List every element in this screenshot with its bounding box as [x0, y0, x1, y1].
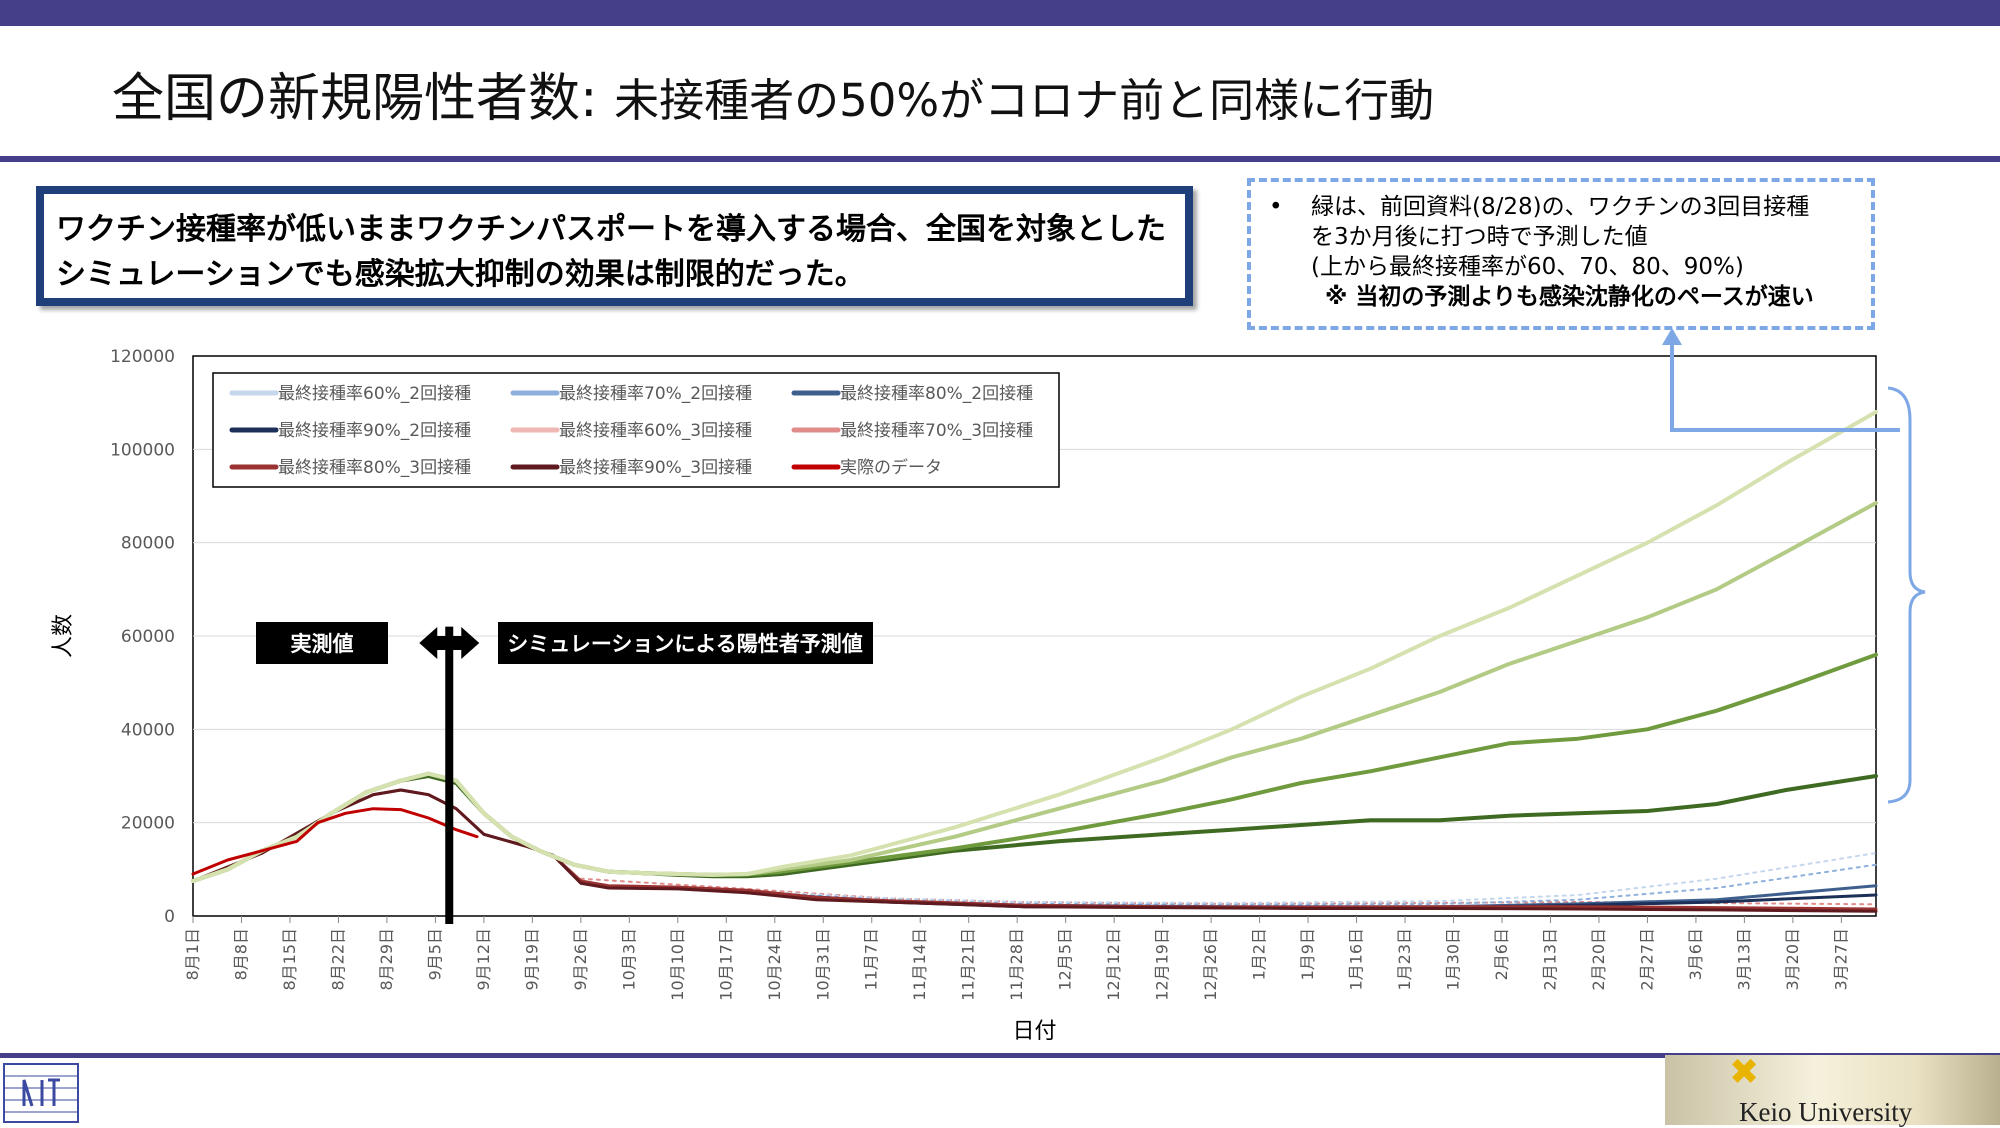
page-title-main: 全国の新規陽性者数:	[112, 69, 615, 129]
arrow-up-icon	[1662, 328, 1682, 345]
x-tick-label: 2月20日	[1589, 928, 1608, 991]
legend-label: 最終接種率90%_2回接種	[278, 421, 471, 441]
simulated-label-box	[498, 622, 873, 664]
x-tick-label: 10月31日	[813, 928, 832, 1001]
y-axis-label: 人数	[51, 614, 76, 658]
y-tick-label: 100000	[110, 440, 175, 460]
brace-shape	[1887, 386, 1926, 804]
x-tick-label: 3月27日	[1831, 928, 1850, 991]
summary-callout-text: ワクチン接種率が低いままワクチンパスポートを導入する場合、全国を対象としたシミュ…	[56, 212, 1166, 292]
x-tick-label: 1月30日	[1444, 928, 1463, 991]
x-tick-label: 10月3日	[619, 928, 638, 991]
x-tick-label: 11月21日	[959, 928, 978, 1001]
series-line	[191, 788, 1878, 913]
series-line	[746, 852, 1877, 904]
measured-label: 実測値	[291, 632, 354, 656]
x-tick-label: 11月7日	[862, 928, 881, 991]
y-tick-label: 80000	[121, 534, 175, 554]
simulated-label: シミュレーションによる陽性者予測値	[507, 632, 863, 656]
x-axis-label: 日付	[1012, 1019, 1056, 1044]
x-tick-label: 8月1日	[183, 928, 202, 980]
y-tick-label: 0	[164, 907, 175, 927]
pen-emblem-icon: ✖	[1729, 1052, 1760, 1093]
line-chart: 0 20000 40000 60000 80000 100000 120000 8月1日 8月8…	[51, 328, 1926, 1044]
x-tick-label: 8月15日	[280, 928, 299, 991]
x-tick-label: 3月6日	[1686, 928, 1705, 980]
x-tick-label: 9月19日	[522, 928, 541, 991]
y-tick-label: 60000	[121, 627, 175, 647]
x-tick-label: 8月29日	[377, 928, 396, 991]
legend-label: 最終接種率70%_3回接種	[840, 421, 1033, 441]
summary-callout: ワクチン接種率が低いままワクチンパスポートを導入する場合、全国を対象としたシミュ…	[36, 186, 1193, 306]
legend-label: 最終接種率90%_3回接種	[559, 458, 752, 478]
series-line	[191, 807, 479, 876]
x-tick-label: 2月27日	[1637, 928, 1656, 991]
footer-divider	[0, 1053, 2000, 1058]
lab-logo	[2, 1062, 80, 1124]
university-logo: ✖ Keio University	[1665, 1052, 2000, 1127]
note-line-2: を3か月後に打つ時で予測した値	[1311, 224, 1648, 250]
note-line-4: ※ 当初の予測よりも感染沈静化のペースが速い	[1325, 284, 1814, 310]
bullet-icon: •	[1269, 194, 1283, 220]
x-tick-label: 12月5日	[1056, 928, 1075, 991]
page-title-sub: 未接種者の50%がコロナ前と同様に行動	[614, 74, 1435, 127]
page-title: 全国の新規陽性者数: 未接種者の50%がコロナ前と同様に行動	[112, 56, 1434, 131]
legend-label: 最終接種率60%_3回接種	[559, 421, 752, 441]
series-line	[191, 410, 1878, 883]
x-tick-label: 2月13日	[1540, 928, 1559, 991]
note-row: • 緑は、前回資料(8/28)の、ワクチンの3回目接種	[1269, 192, 1859, 222]
x-tick-label: 3月13日	[1734, 928, 1753, 991]
x-tick-label: 1月2日	[1250, 928, 1269, 980]
legend-label: 最終接種率80%_2回接種	[840, 384, 1033, 404]
x-tick-label: 1月9日	[1298, 928, 1317, 980]
top-brand-bar	[0, 0, 2000, 26]
university-name: Keio University	[1739, 1097, 1913, 1127]
x-tick-label: 10月10日	[668, 928, 687, 1001]
x-tick-label: 1月16日	[1347, 928, 1366, 991]
x-tick-label: 9月26日	[571, 928, 590, 991]
legend-box	[212, 372, 1060, 488]
note-box: • 緑は、前回資料(8/28)の、ワクチンの3回目接種 を3か月後に打つ時で予測…	[1247, 178, 1875, 330]
measured-label-box	[256, 622, 388, 664]
x-tick-label: 11月28日	[1007, 928, 1026, 1001]
x-tick-label: 10月24日	[765, 928, 784, 1001]
note-line-1: 緑は、前回資料(8/28)の、ワクチンの3回目接種	[1311, 194, 1810, 220]
connector-line	[1670, 340, 1900, 432]
x-tick-label: 8月22日	[328, 928, 347, 991]
x-tick-label: 11月14日	[910, 928, 929, 1001]
double-arrow-icon	[419, 627, 480, 659]
x-tick-label: 3月20日	[1783, 928, 1802, 991]
y-tick-label: 40000	[121, 720, 175, 740]
title-divider	[0, 156, 2000, 162]
x-tick-label: 12月26日	[1201, 928, 1220, 1001]
y-tick-label: 120000	[110, 347, 175, 367]
x-tick-label: 10月17日	[716, 928, 735, 1001]
x-tick-label: 9月12日	[474, 928, 493, 991]
x-tick-label: 8月8日	[231, 928, 250, 980]
x-tick-label: 1月23日	[1395, 928, 1414, 991]
series-line	[579, 877, 1877, 906]
legend-label: 最終接種率70%_2回接種	[559, 384, 752, 404]
x-tick-label: 2月6日	[1492, 928, 1511, 980]
x-tick-label: 12月19日	[1153, 928, 1172, 1001]
x-tick-label: 12月12日	[1104, 928, 1123, 1001]
legend-label: 実際のデータ	[840, 457, 942, 478]
legend-label: 最終接種率60%_2回接種	[278, 384, 471, 404]
legend-label: 最終接種率80%_3回接種	[278, 458, 471, 478]
note-line-3: (上から最終接種率が60、70、80、90%)	[1311, 254, 1744, 280]
y-tick-label: 20000	[121, 814, 175, 834]
x-tick-label: 9月5日	[425, 928, 444, 980]
